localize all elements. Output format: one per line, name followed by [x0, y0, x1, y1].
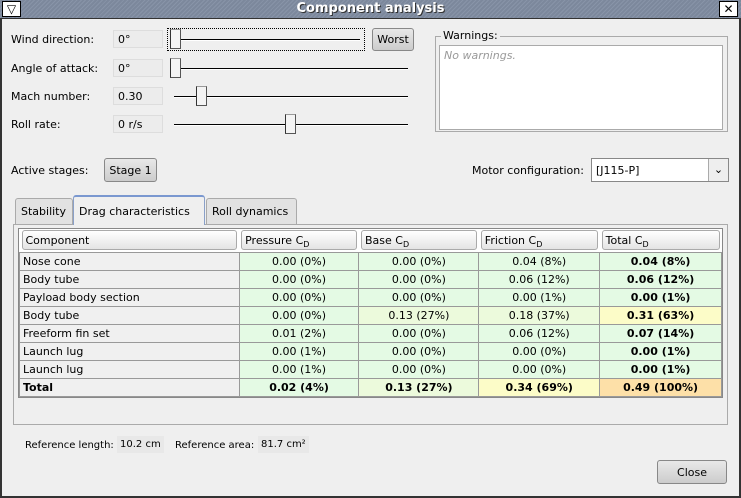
component-name-cell: Total: [19, 377, 240, 397]
cd-value-cell: 0.00 (1%): [599, 341, 722, 361]
reference-area-value: 81.7 cm²: [258, 436, 309, 453]
close-window-icon[interactable]: ✕: [719, 1, 738, 17]
table-row[interactable]: Freeform fin set 0.01 (2%) 0.00 (0%) 0.06 (…: [19, 323, 722, 343]
cd-value-cell: 0.00 (1%): [599, 359, 722, 379]
column-header[interactable]: Friction CD: [479, 229, 600, 252]
active-stages-label: Active stages:: [11, 164, 89, 177]
motor-config-select[interactable]: [J115-P] ⌄: [591, 158, 729, 182]
table-row[interactable]: Launch lug 0.00 (1%) 0.00 (0%) 0.00 (0%) 0.0…: [19, 341, 722, 361]
close-button[interactable]: Close: [657, 460, 727, 484]
cd-value-cell: 0.00 (0%): [358, 269, 480, 289]
slider-track[interactable]: [170, 39, 360, 41]
cd-value-cell: 0.49 (100%): [599, 377, 722, 397]
cd-value-cell: 0.06 (12%): [478, 269, 601, 289]
param-value-field[interactable]: 0°: [113, 30, 163, 48]
motor-config-label: Motor configuration:: [472, 164, 584, 177]
reference-length-value: 10.2 cm: [117, 436, 164, 453]
reference-area-label: Reference area:: [175, 440, 255, 451]
param-value-field[interactable]: 0 r/s: [113, 115, 163, 133]
component-name-cell: Freeform fin set: [19, 323, 240, 343]
slider-track[interactable]: [174, 96, 408, 98]
subscript: D: [642, 240, 649, 250]
param-label: Wind direction:: [11, 33, 95, 46]
cd-value-cell: 0.02 (4%): [238, 377, 360, 397]
param-label: Mach number:: [11, 90, 91, 103]
param-value-field[interactable]: 0°: [113, 59, 163, 77]
cd-value-cell: 0.07 (14%): [599, 323, 722, 343]
column-header[interactable]: Total CD: [600, 229, 722, 252]
table-row[interactable]: Payload body section 0.00 (0%) 0.00 (0%) 0.…: [19, 287, 722, 307]
table-row[interactable]: Total 0.02 (4%) 0.13 (27%) 0.34 (69%) 0.49 (…: [19, 377, 722, 397]
cd-value-cell: 0.34 (69%): [478, 377, 601, 397]
focus-outline: [167, 28, 365, 51]
column-header[interactable]: Component: [20, 229, 240, 252]
subscript: D: [303, 240, 310, 250]
warnings-title: Warnings:: [441, 29, 500, 42]
tab-roll-dynamics[interactable]: Roll dynamics: [206, 198, 297, 224]
cd-value-cell: 0.00 (0%): [238, 251, 360, 271]
param-label: Roll rate:: [11, 118, 61, 131]
param-label: Angle of attack:: [11, 62, 99, 75]
slider-thumb[interactable]: [170, 58, 181, 78]
cd-value-cell: 0.06 (12%): [599, 269, 722, 289]
cd-value-cell: 0.00 (0%): [478, 359, 601, 379]
slider-track[interactable]: [170, 68, 408, 70]
cd-value-cell: 0.00 (0%): [358, 251, 480, 271]
window-frame: [0, 19, 741, 498]
table-row[interactable]: Launch lug 0.00 (1%) 0.00 (0%) 0.00 (0%) 0.0…: [19, 359, 722, 379]
cd-value-cell: 0.06 (12%): [478, 323, 601, 343]
table-row[interactable]: Body tube 0.00 (0%) 0.00 (0%) 0.06 (12%) 0.0…: [19, 269, 722, 289]
cd-value-cell: 0.00 (0%): [238, 305, 360, 325]
cd-value-cell: 0.00 (1%): [238, 359, 360, 379]
cd-value-cell: 0.04 (8%): [478, 251, 601, 271]
component-name-cell: Launch lug: [19, 359, 240, 379]
component-name-cell: Body tube: [19, 269, 240, 289]
tab-panel: [13, 224, 728, 425]
slider-thumb[interactable]: [196, 86, 208, 106]
cd-value-cell: 0.31 (63%): [599, 305, 722, 325]
table-row[interactable]: Nose cone 0.00 (0%) 0.00 (0%) 0.04 (8%) 0.04…: [19, 251, 722, 271]
cd-value-cell: 0.01 (2%): [238, 323, 360, 343]
cd-value-cell: 0.00 (0%): [478, 341, 601, 361]
worst-button[interactable]: Worst: [372, 28, 414, 51]
cd-value-cell: 0.00 (1%): [478, 287, 601, 307]
stage-1-toggle[interactable]: Stage 1: [104, 158, 157, 182]
tab-drag-characteristics[interactable]: Drag characteristics: [73, 195, 205, 225]
cd-value-cell: 0.00 (0%): [358, 287, 480, 307]
cd-value-cell: 0.00 (0%): [358, 359, 480, 379]
cd-value-cell: 0.00 (0%): [238, 269, 360, 289]
cd-value-cell: 0.13 (27%): [358, 377, 480, 397]
title-bar[interactable]: [0, 0, 741, 19]
table-row[interactable]: Body tube 0.00 (0%) 0.13 (27%) 0.18 (37%) 0.…: [19, 305, 722, 325]
component-name-cell: Nose cone: [19, 251, 240, 271]
column-header[interactable]: Pressure CD: [239, 229, 359, 252]
cd-value-cell: 0.00 (1%): [238, 341, 360, 361]
slider-thumb[interactable]: [170, 29, 181, 49]
column-header[interactable]: Base CD: [359, 229, 479, 252]
param-value-field[interactable]: 0.30: [113, 87, 163, 105]
motor-config-value: [J115-P]: [596, 164, 640, 177]
warnings-group: [435, 36, 728, 132]
warnings-text: No warnings.: [439, 45, 723, 130]
cd-value-cell: 0.13 (27%): [358, 305, 480, 325]
cd-value-cell: 0.18 (37%): [478, 305, 601, 325]
component-name-cell: Payload body section: [19, 287, 240, 307]
reference-length-label: Reference length:: [25, 440, 114, 451]
tab-stability[interactable]: Stability: [15, 198, 73, 224]
cd-value-cell: 0.04 (8%): [599, 251, 722, 271]
subscript: D: [402, 240, 410, 250]
cd-value-cell: 0.00 (0%): [358, 341, 480, 361]
chevron-down-icon[interactable]: ⌄: [708, 159, 728, 181]
drag-table: Component Pressure CD Base CD Friction CD To…: [19, 229, 722, 397]
cd-value-cell: 0.00 (1%): [599, 287, 722, 307]
cd-value-cell: 0.00 (0%): [358, 323, 480, 343]
cd-value-cell: 0.00 (0%): [238, 287, 360, 307]
window-title: Component analysis: [296, 1, 445, 16]
slider-thumb[interactable]: [285, 114, 296, 134]
window-menu-icon[interactable]: ▽: [2, 1, 21, 17]
component-name-cell: Launch lug: [19, 341, 240, 361]
subscript: D: [536, 240, 543, 250]
component-name-cell: Body tube: [19, 305, 240, 325]
